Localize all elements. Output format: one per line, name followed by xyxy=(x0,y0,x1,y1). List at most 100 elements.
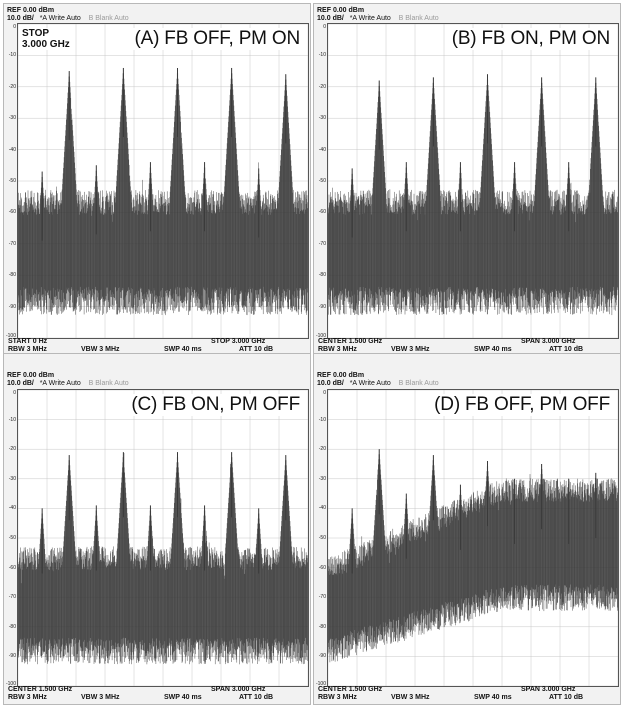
panel-title: (A) FB OFF, PM ON xyxy=(132,28,302,50)
panel-title: (C) FB ON, PM OFF xyxy=(129,394,302,416)
trace-series xyxy=(18,452,308,665)
sweep: SWP 40 ms xyxy=(474,694,512,701)
rbw: RBW 3 MHz xyxy=(8,346,47,353)
footer-stop: STOP 3.000 GHz xyxy=(211,338,266,345)
footer-center: CENTER 1.500 GHz xyxy=(318,338,383,345)
footer-span: SPAN 3.000 GHz xyxy=(211,686,266,693)
y-tick-label: -20 xyxy=(318,446,326,453)
y-tick-label: -30 xyxy=(318,115,326,122)
y-tick-label: -30 xyxy=(8,115,16,122)
y-tick-label: -40 xyxy=(8,146,16,153)
y-tick-label: -70 xyxy=(8,240,16,247)
footer-span: SPAN 3.000 GHz xyxy=(521,686,576,693)
attenuation: ATT 10 dB xyxy=(239,694,274,701)
y-tick-label: -20 xyxy=(318,83,326,90)
y-tick-label: -50 xyxy=(318,535,326,541)
attenuation: ATT 10 dB xyxy=(239,346,274,353)
y-tick-label: 0 xyxy=(13,24,16,30)
y-tick-label: -60 xyxy=(8,209,16,216)
trace-b-mode: B Blank Auto xyxy=(398,15,439,22)
rbw: RBW 3 MHz xyxy=(318,346,357,353)
y-tick-label: -70 xyxy=(318,594,326,601)
plot-area: (C) FB ON, PM OFF xyxy=(17,389,309,687)
scale: 10.0 dB/ xyxy=(7,15,34,22)
rbw: RBW 3 MHz xyxy=(318,694,357,701)
ref-level: REF 0.00 dBm xyxy=(317,372,365,379)
y-tick-label: -10 xyxy=(318,416,326,423)
spectrum-trace xyxy=(18,390,308,686)
y-tick-label: -60 xyxy=(318,209,326,216)
y-tick-label: -80 xyxy=(318,272,326,279)
ref-level: REF 0.00 dBm xyxy=(7,372,55,379)
vbw: VBW 3 MHz xyxy=(81,346,120,353)
vbw: VBW 3 MHz xyxy=(81,694,120,701)
y-tick-label: -10 xyxy=(8,416,16,423)
panel-title: (D) FB OFF, PM OFF xyxy=(432,394,612,416)
y-axis-labels: 0 -10 -20 -30 -40 -50 -60 -70 -80 -90 -100 xyxy=(314,390,328,687)
y-tick-label: -100 xyxy=(5,681,16,687)
scale: 10.0 dB/ xyxy=(317,380,344,387)
y-tick-label: -90 xyxy=(8,653,16,660)
attenuation: ATT 10 dB xyxy=(549,694,584,701)
trace-series xyxy=(328,74,618,316)
plot-area: STOP 3.000 GHz (A) FB OFF, PM ON xyxy=(17,23,309,339)
panel-title: (B) FB ON, PM ON xyxy=(449,28,612,50)
y-tick-label: -90 xyxy=(318,303,326,310)
spectrum-trace xyxy=(18,24,308,338)
ref-level: REF 0.00 dBm xyxy=(7,7,55,14)
y-tick-label: -20 xyxy=(8,83,16,90)
y-tick-label: -70 xyxy=(8,594,16,601)
trace-a-mode: *A Write Auto xyxy=(39,15,81,22)
trace-a-mode: *A Write Auto xyxy=(39,380,81,387)
sweep: SWP 40 ms xyxy=(164,694,202,701)
trace-b-mode: B Blank Auto xyxy=(398,380,439,387)
rbw: RBW 3 MHz xyxy=(8,694,47,701)
y-axis-labels: 0 -10 -20 -30 -40 -50 -60 -70 -80 -90 -100 xyxy=(4,24,18,339)
y-tick-label: -50 xyxy=(8,178,16,184)
footer-center: CENTER 1.500 GHz xyxy=(318,686,383,693)
y-tick-label: -10 xyxy=(8,52,16,59)
ref-level: REF 0.00 dBm xyxy=(317,7,365,14)
y-tick-label: -60 xyxy=(318,564,326,571)
y-axis-labels: 0 -10 -20 -30 -40 -50 -60 -70 -80 -90 -100 xyxy=(314,24,328,339)
y-tick-label: -50 xyxy=(8,535,16,541)
vbw: VBW 3 MHz xyxy=(391,346,430,353)
y-tick-label: -30 xyxy=(8,475,16,482)
y-tick-label: 0 xyxy=(323,24,326,30)
plot-area: (D) FB OFF, PM OFF xyxy=(327,389,619,687)
stop-annotation: STOP 3.000 GHz xyxy=(22,28,70,50)
trace-series xyxy=(328,449,618,663)
spectrum-panel-a: REF 0.00 dBm 10.0 dB/ *A Write Auto B Bl… xyxy=(3,3,311,357)
y-tick-label: -90 xyxy=(8,303,16,310)
scale: 10.0 dB/ xyxy=(317,15,344,22)
trace-b-mode: B Blank Auto xyxy=(88,15,129,22)
footer-span: SPAN 3.000 GHz xyxy=(521,338,576,345)
sweep: SWP 40 ms xyxy=(474,346,512,353)
spectrum-panel-d: REF 0.00 dBm 10.0 dB/ *A Write Auto B Bl… xyxy=(313,353,621,705)
spectrum-trace xyxy=(328,24,618,338)
y-tick-label: -30 xyxy=(318,475,326,482)
y-tick-label: -80 xyxy=(318,623,326,630)
y-tick-label: -70 xyxy=(318,240,326,247)
trace-a-mode: *A Write Auto xyxy=(349,380,391,387)
y-tick-label: 0 xyxy=(323,390,326,396)
y-tick-label: -10 xyxy=(318,52,326,59)
y-tick-label: -100 xyxy=(5,333,16,339)
header: REF 0.00 dBm 10.0 dB/ *A Write Auto B Bl… xyxy=(317,372,439,388)
attenuation: ATT 10 dB xyxy=(549,346,584,353)
vbw: VBW 3 MHz xyxy=(391,694,430,701)
y-tick-label: -20 xyxy=(8,446,16,453)
footer-start: START 0 Hz xyxy=(8,338,48,345)
trace-b-mode: B Blank Auto xyxy=(88,380,129,387)
y-tick-label: 0 xyxy=(13,390,16,396)
plot-area: (B) FB ON, PM ON xyxy=(327,23,619,339)
trace-a-mode: *A Write Auto xyxy=(349,15,391,22)
scale: 10.0 dB/ xyxy=(7,380,34,387)
spectrum-trace xyxy=(328,390,618,686)
header: REF 0.00 dBm 10.0 dB/ *A Write Auto B Bl… xyxy=(317,7,439,23)
y-tick-label: -90 xyxy=(318,653,326,660)
y-tick-label: -50 xyxy=(318,178,326,184)
y-tick-label: -100 xyxy=(315,681,326,687)
y-tick-label: -40 xyxy=(8,505,16,512)
spectrum-panel-c: REF 0.00 dBm 10.0 dB/ *A Write Auto B Bl… xyxy=(3,353,311,705)
